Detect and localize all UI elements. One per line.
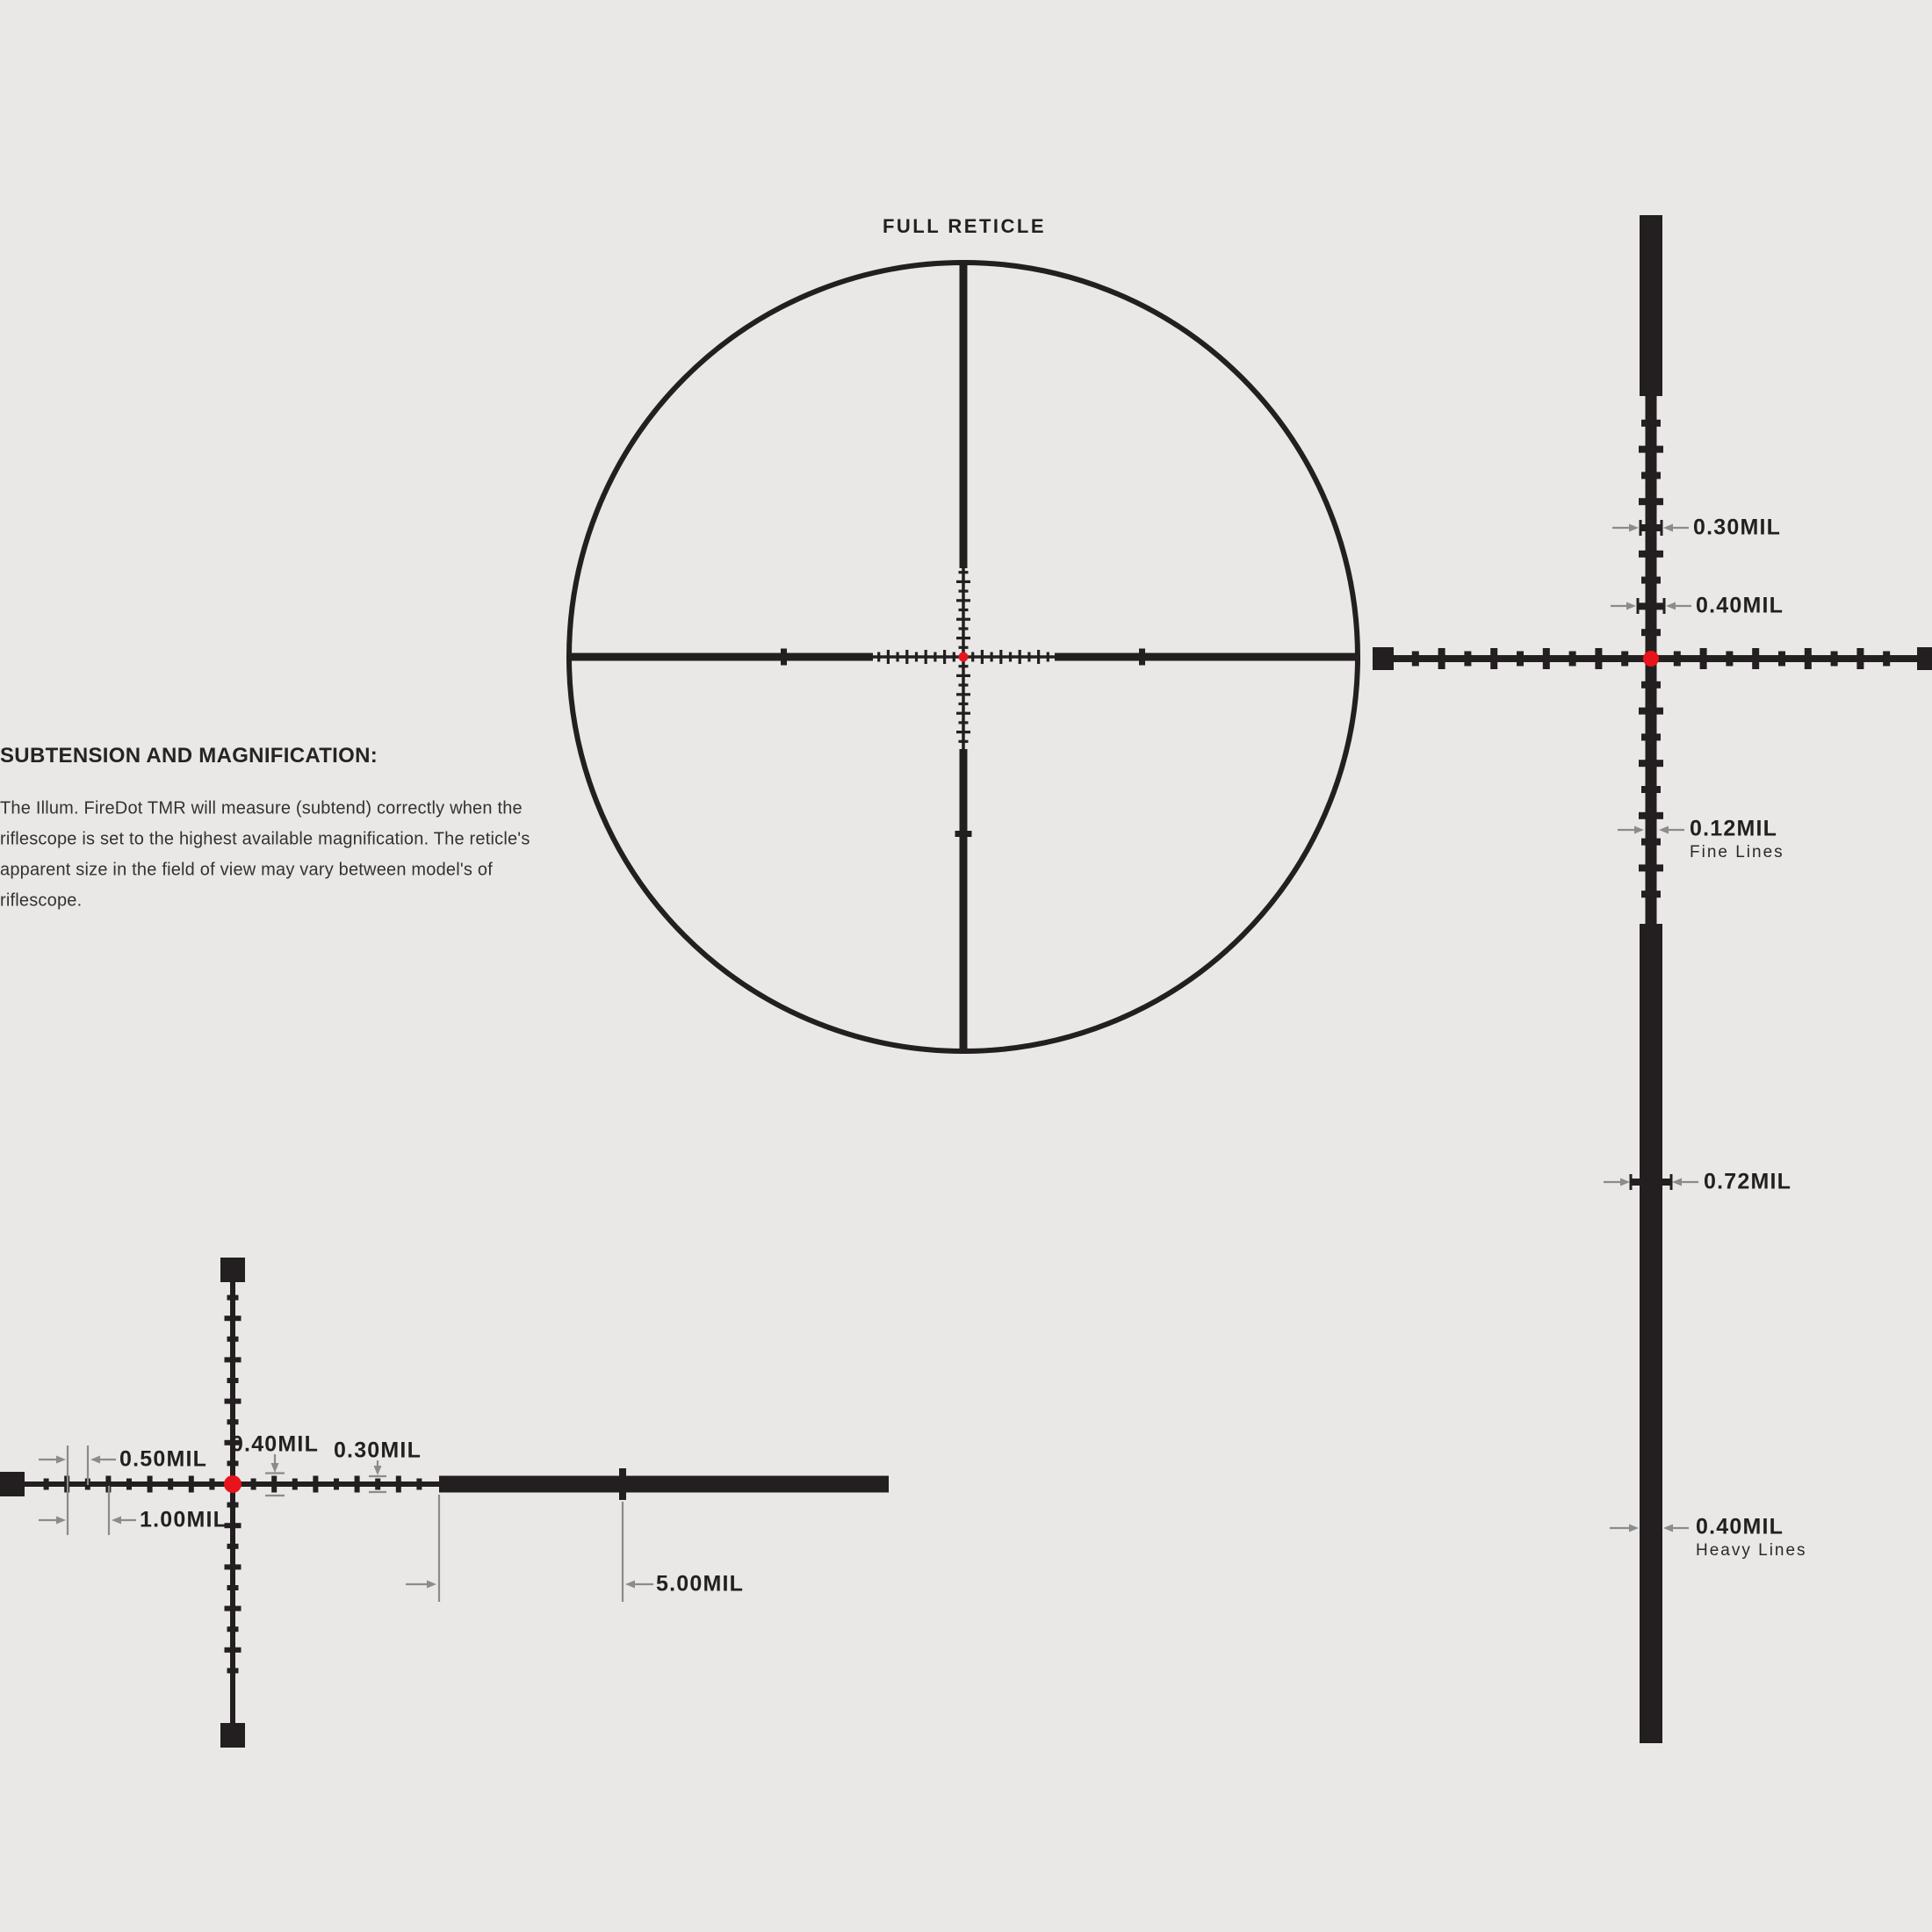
one-mil-label: 1.00MIL [140, 1507, 228, 1532]
firedot-center-dot [958, 652, 969, 662]
right-detail-figure [1373, 215, 1932, 1743]
bottom-detail-figure [0, 1258, 889, 1748]
bottom-detail-dimensions [39, 1445, 653, 1602]
firedot-center-dot [1643, 651, 1659, 667]
subtension-body-line: The Illum. FireDot TMR will measure (sub… [0, 798, 523, 818]
firedot-center-dot [224, 1475, 242, 1493]
bar-tick-width-label: 0.72MIL [1704, 1169, 1792, 1194]
heavy-lines-value-label: 0.40MIL [1696, 1514, 1784, 1539]
subtension-heading: SUBTENSION AND MAGNIFICATION: [0, 744, 378, 768]
subtension-body-line: riflescope. [0, 890, 83, 911]
bottom-tick-short-label: 0.30MIL [333, 1438, 422, 1463]
subtension-body-line: apparent size in the field of view may v… [0, 860, 493, 880]
right-detail-dimensions [1604, 520, 1698, 1532]
full-reticle-title: FULL RETICLE [882, 215, 1047, 237]
heavy-lines-caption: Heavy Lines [1696, 1541, 1807, 1560]
right-tick-long-label: 0.40MIL [1696, 593, 1784, 618]
full-reticle-figure [566, 260, 1360, 1054]
subtension-body-line: riflescope is set to the highest availab… [0, 829, 530, 849]
half-mil-label: 0.50MIL [119, 1446, 208, 1472]
bottom-tick-long-label: 0.40MIL [230, 1431, 320, 1457]
fine-lines-caption: Fine Lines [1690, 843, 1784, 861]
five-mil-label: 5.00MIL [656, 1571, 745, 1597]
right-tick-short-label: 0.30MIL [1693, 515, 1782, 540]
fine-lines-value-label: 0.12MIL [1690, 816, 1778, 841]
